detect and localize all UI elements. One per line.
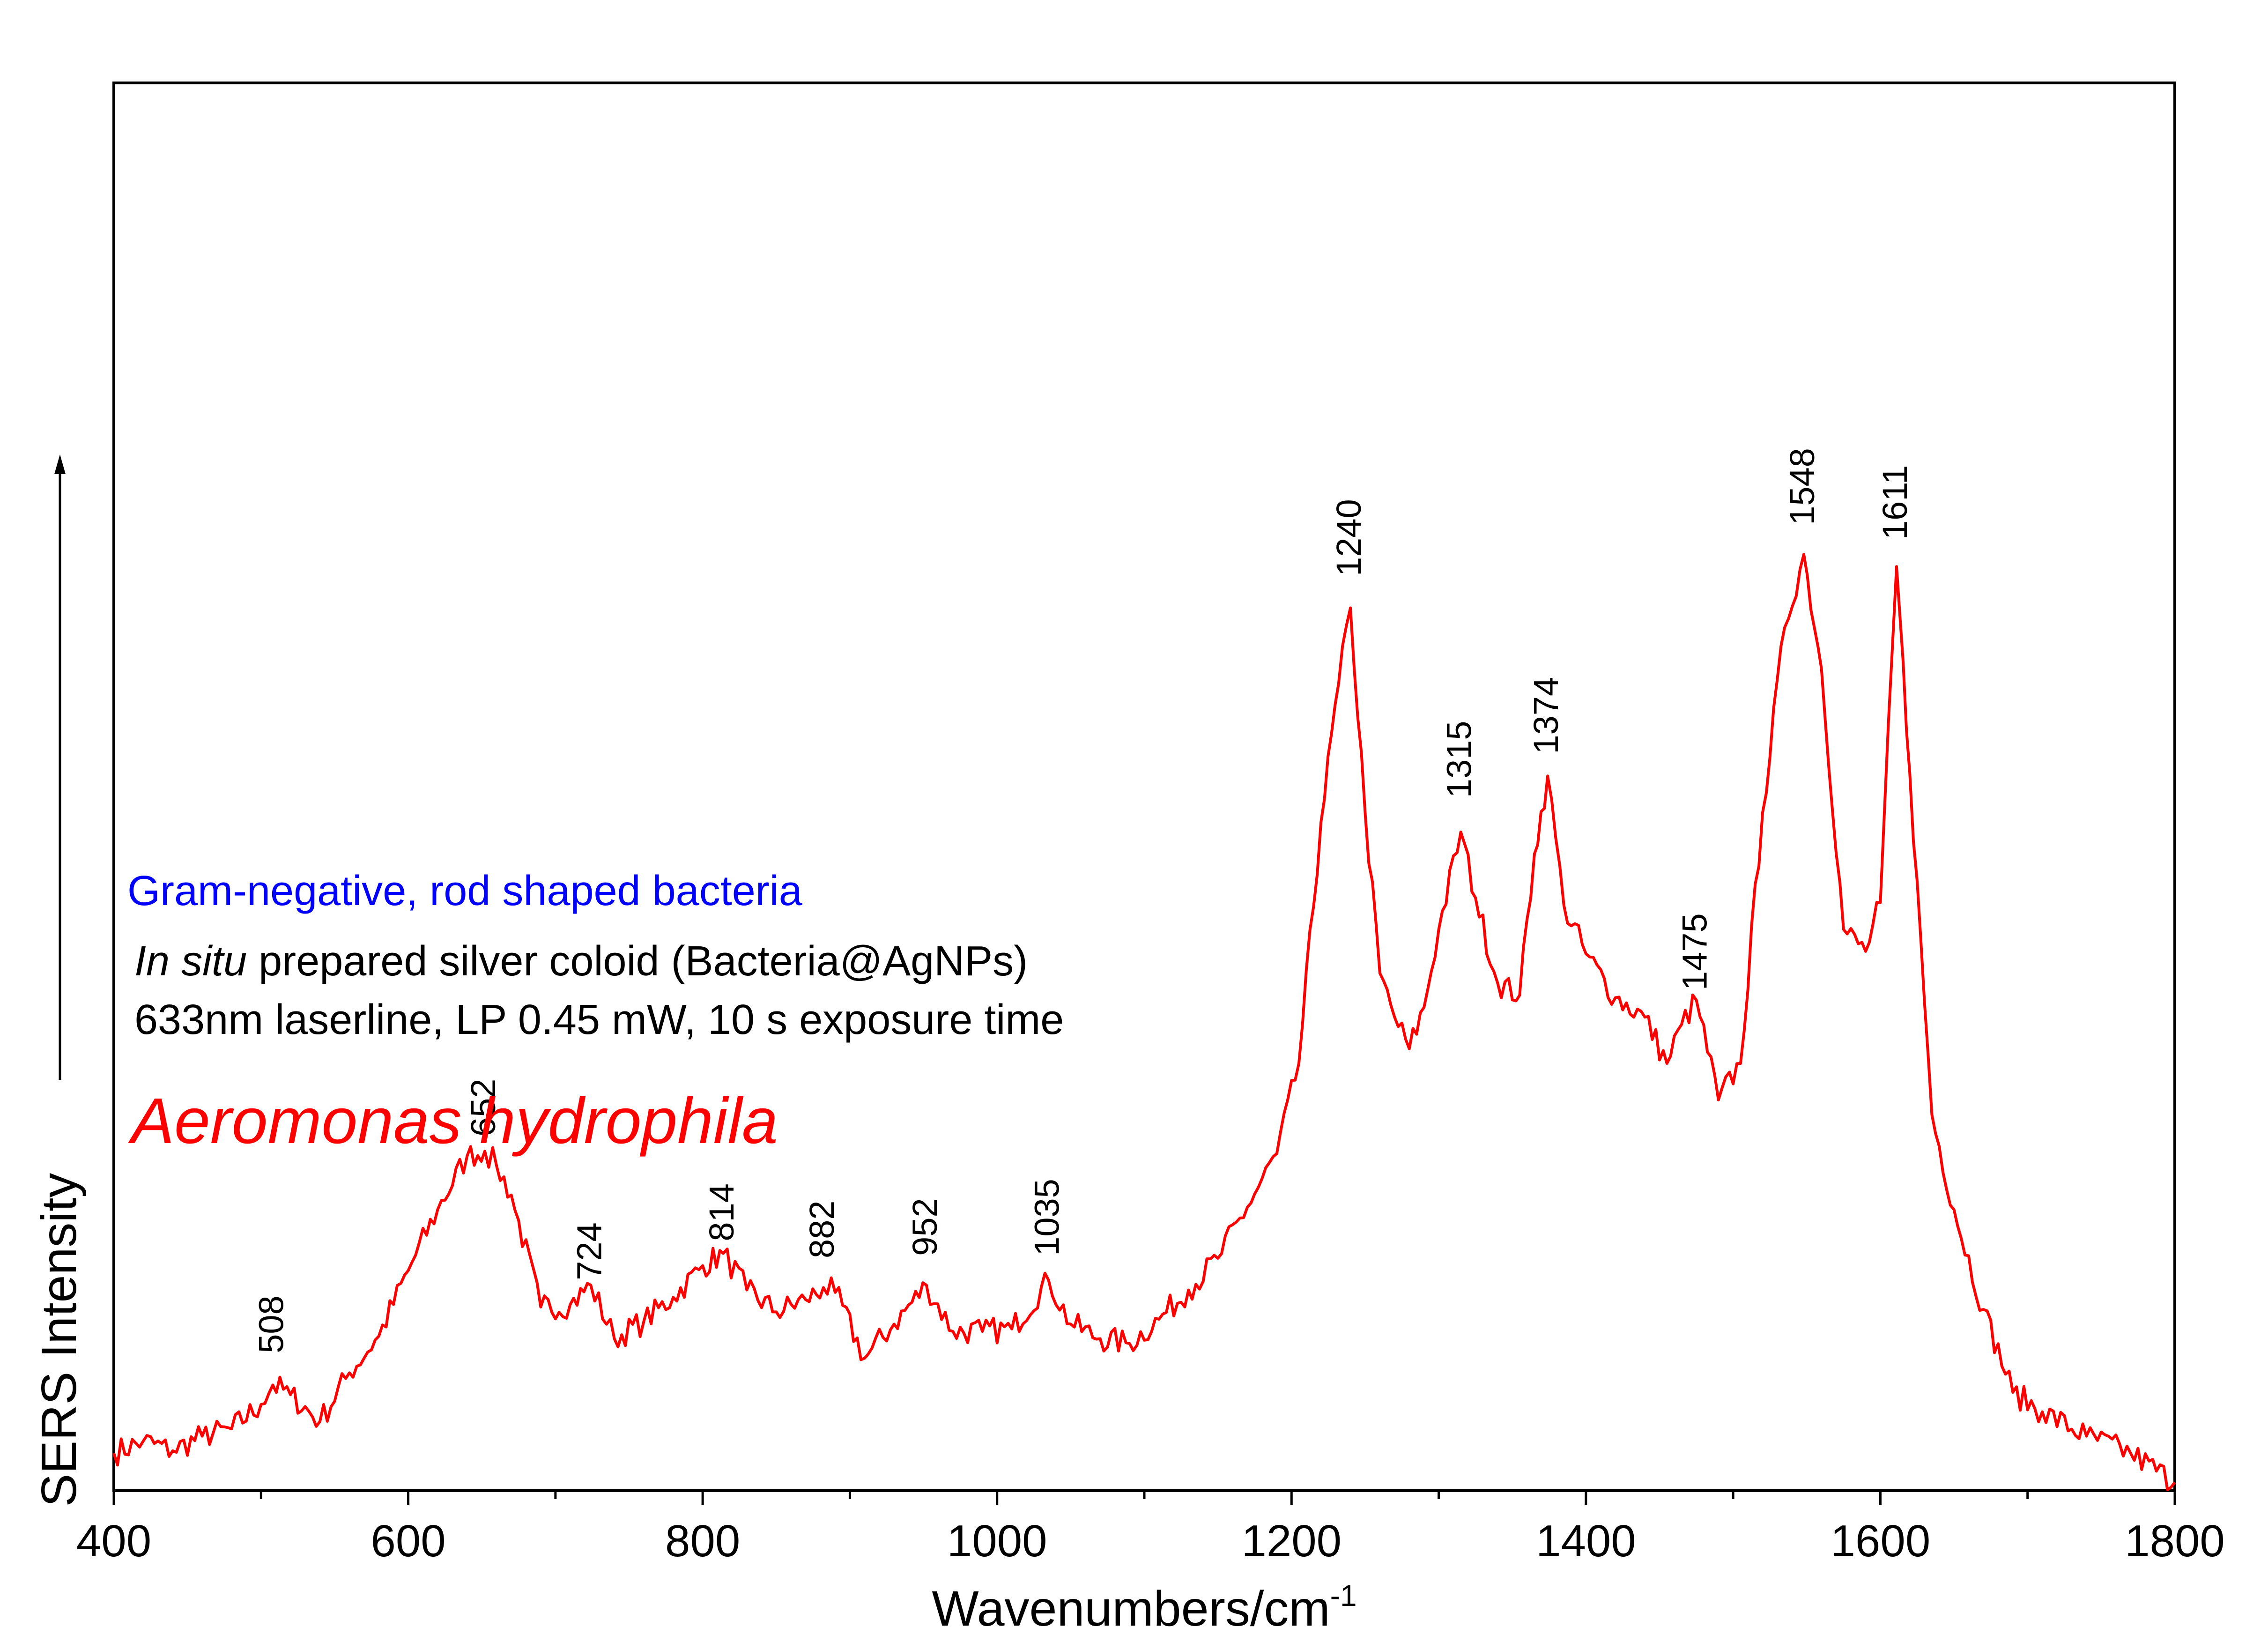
- x-tick-label: 600: [371, 1516, 445, 1566]
- peak-label-882: 882: [802, 1201, 841, 1258]
- annotation-preparation: In situ prepared silver coloid (Bacteria…: [134, 938, 1028, 985]
- peak-label-1315: 1315: [1440, 721, 1479, 798]
- peak-label-652: 652: [464, 1079, 503, 1137]
- peak-label-814: 814: [702, 1183, 741, 1241]
- peak-label-1611: 1611: [1875, 465, 1914, 540]
- annotation-sample-name: Aeromonas hydrophila: [128, 1085, 778, 1157]
- x-axis: 400 600 800 1000 1200 1400 1600 1800: [76, 1491, 2225, 1566]
- spectrum-line: [112, 553, 2176, 1492]
- plot-frame: [112, 82, 2176, 1492]
- x-tick-label: 800: [665, 1516, 740, 1566]
- peak-label-508: 508: [252, 1295, 290, 1353]
- x-tick-label: 400: [76, 1516, 151, 1566]
- annotation-measurement: 633nm laserline, LP 0.45 mW, 10 s exposu…: [134, 996, 1064, 1043]
- peak-label-1374: 1374: [1527, 677, 1565, 754]
- x-tick-label: 1800: [2125, 1516, 2225, 1566]
- peak-label-1548: 1548: [1783, 448, 1822, 525]
- y-axis-arrow-head: [54, 454, 66, 474]
- peak-labels: 508 652 724 814 882 952 1035 1240 1315 1374 1475 15…: [252, 448, 1914, 1353]
- x-axis-title: Wavenumbers/cm-1: [932, 1579, 1356, 1636]
- peak-label-724: 724: [570, 1222, 608, 1280]
- x-tick-label: 1200: [1242, 1516, 1342, 1566]
- peak-label-1240: 1240: [1329, 499, 1368, 576]
- peak-label-952: 952: [905, 1198, 944, 1256]
- peak-label-1035: 1035: [1028, 1179, 1067, 1256]
- x-tick-label: 1600: [1831, 1516, 1931, 1566]
- y-axis-title: SERS Intensity: [31, 1173, 87, 1507]
- peak-label-1475: 1475: [1675, 913, 1714, 990]
- annotation-bacteria-type: Gram-negative, rod shaped bacteria: [127, 868, 803, 914]
- x-tick-label: 1000: [947, 1516, 1047, 1566]
- x-tick-label: 1400: [1536, 1516, 1636, 1566]
